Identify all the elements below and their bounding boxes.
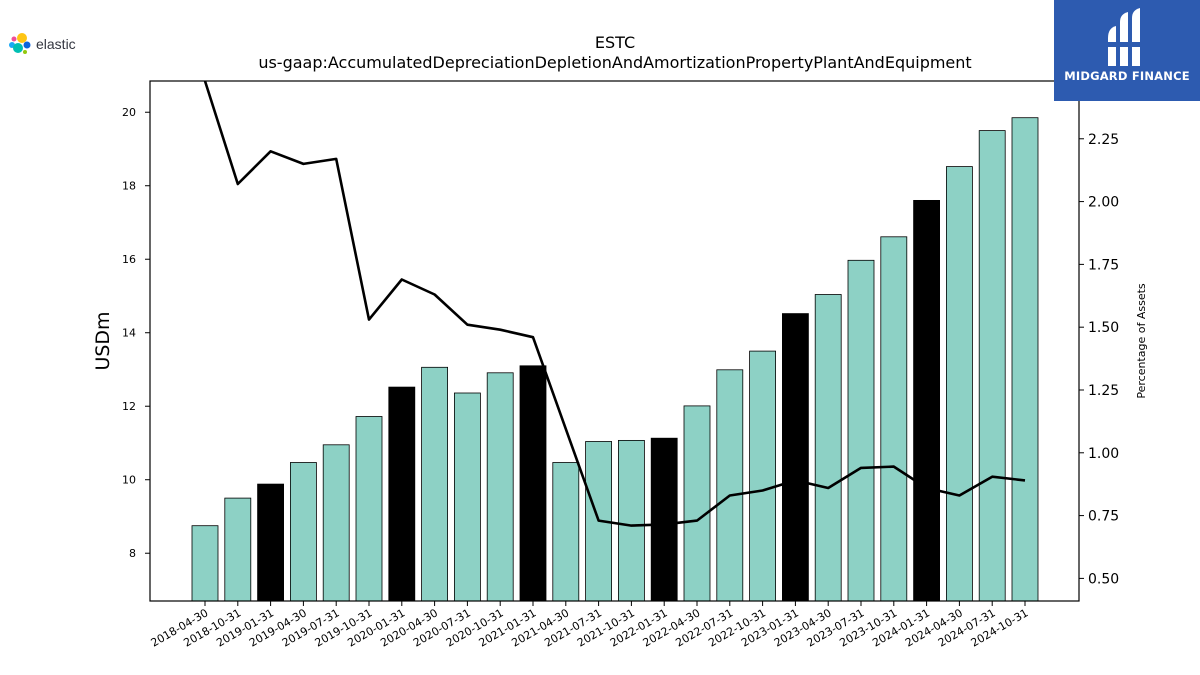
elastic-logo: elastic [8, 32, 76, 56]
bar-2023-01-31 [782, 313, 809, 602]
bar-2022-07-31 [716, 369, 744, 602]
bars-group [191, 117, 1039, 602]
bar-2020-07-31 [453, 392, 481, 602]
bar-2020-10-31 [486, 372, 514, 602]
bar-2024-01-31 [913, 199, 940, 602]
percentage-of-assets-line [203, 80, 1026, 527]
bar-2021-04-30 [552, 462, 580, 602]
line-group [203, 80, 1026, 527]
chart-subtitle: us-gaap:AccumulatedDepreciationDepletion… [258, 53, 971, 72]
y2-tick-label: 0.75 [1088, 509, 1119, 525]
y-tick-label: 12 [122, 400, 136, 413]
elastic-logo-text: elastic [36, 36, 76, 52]
elastic-logo-icon [9, 33, 31, 54]
y-tick-label: 14 [122, 327, 136, 340]
y2-tick-label: 1.75 [1088, 257, 1119, 273]
y2-tick-label: 2.00 [1088, 195, 1119, 211]
midgard-finance-logo: MIDGARD FINANCE [1054, 0, 1200, 101]
y2-tick-label: 2.25 [1088, 132, 1119, 148]
bar-2018-10-31 [224, 497, 252, 602]
y2-tick-label: 1.50 [1088, 320, 1119, 336]
bar-2024-04-30 [946, 166, 973, 602]
bar-2022-04-30 [683, 405, 711, 602]
bar-2024-10-31 [1011, 117, 1039, 602]
bar-2018-04-30 [191, 525, 219, 602]
y-tick-label: 16 [122, 253, 136, 266]
bar-2022-01-31 [650, 437, 678, 602]
bar-2022-10-31 [749, 350, 776, 602]
y-axis-label: USDm [92, 311, 114, 370]
bar-2020-01-31 [388, 386, 416, 602]
bar-2023-07-31 [847, 259, 875, 602]
y-tick-label: 18 [122, 180, 136, 193]
bar-2019-10-31 [355, 416, 383, 602]
y-tick-label: 10 [122, 474, 136, 487]
bar-2021-01-31 [519, 365, 547, 602]
bar-2021-10-31 [618, 439, 645, 602]
chart-title: ESTC [595, 33, 635, 52]
y-tick-label: 20 [122, 106, 136, 119]
bar-2023-10-31 [880, 236, 908, 602]
plot-frame [149, 80, 1080, 602]
midgard-logo-icon [1106, 8, 1144, 66]
y2-tick-label: 0.50 [1088, 571, 1119, 587]
bar-2020-04-30 [421, 366, 449, 602]
y2-tick-label: 1.25 [1088, 383, 1119, 399]
bar-2024-07-31 [978, 130, 1006, 602]
bar-2019-04-30 [289, 462, 317, 602]
bar-2019-07-31 [322, 444, 350, 602]
y-tick-label: 8 [129, 547, 136, 560]
bar-2019-01-31 [257, 483, 285, 602]
y2-axis-label: Percentage of Assets [1135, 283, 1148, 399]
midgard-logo-text: MIDGARD FINANCE [1064, 69, 1190, 83]
y2-tick-label: 1.00 [1088, 446, 1119, 462]
bar-2023-04-30 [814, 294, 842, 602]
